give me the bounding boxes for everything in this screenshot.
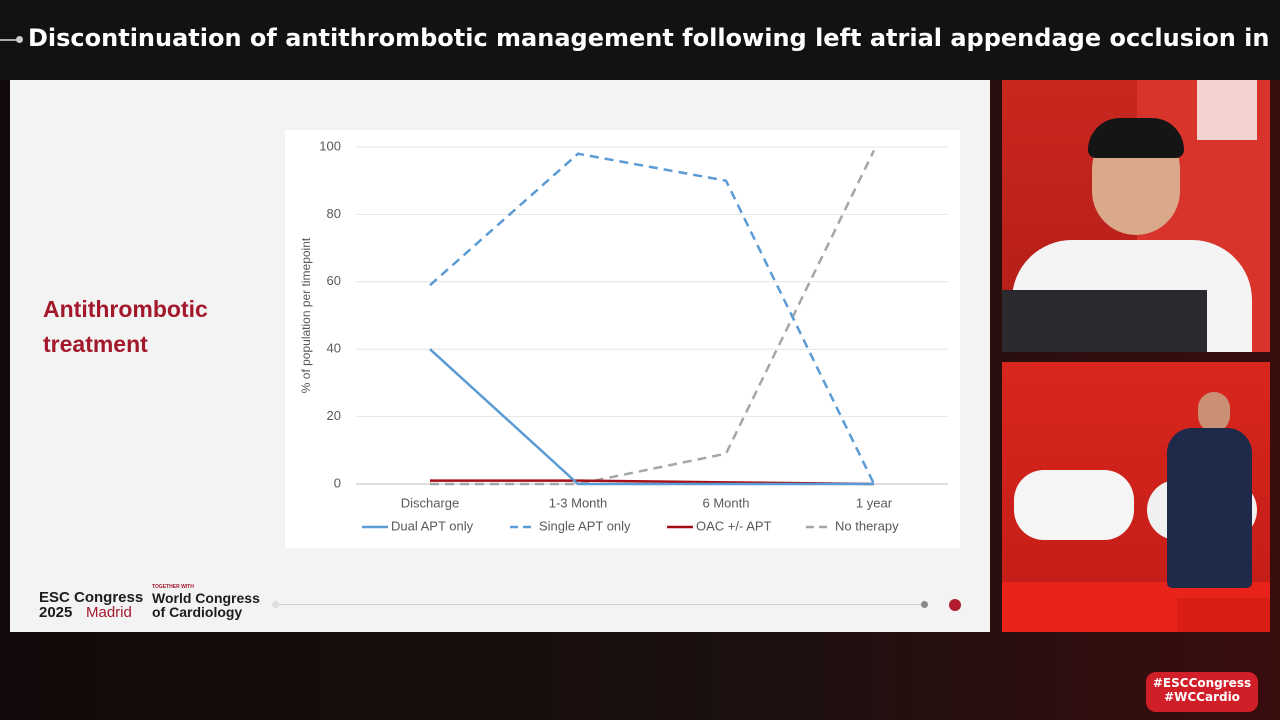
progress-dot [16, 36, 23, 43]
speaker-video [1002, 80, 1270, 352]
chair [1014, 470, 1134, 540]
legend-label: Single APT only [539, 518, 631, 533]
laptop [1002, 290, 1207, 352]
panelist-body [1167, 428, 1252, 588]
y-tick-label: 40 [327, 341, 341, 356]
x-tick-label: 1-3 Month [549, 495, 608, 510]
legend-label: No therapy [835, 518, 899, 533]
brand-partner: World Congress [152, 590, 260, 606]
chart: 0 20 40 60 80 100 % of population per timepoin… [285, 130, 960, 548]
brand-city: Madrid [86, 604, 132, 621]
legend-label: OAC +/- APT [696, 518, 772, 533]
hashtag: #WCCardio [1164, 690, 1240, 704]
panel-video [1002, 362, 1270, 632]
series-line [429, 348, 874, 486]
progress-dot [949, 599, 961, 611]
y-tick-label: 0 [334, 475, 341, 490]
panelist-head [1198, 392, 1230, 432]
legend-label: Dual APT only [391, 518, 474, 533]
x-tick-label: Discharge [401, 495, 460, 510]
title-bar: Discontinuation of antithrombotic manage… [0, 0, 1280, 80]
y-tick-label: 60 [327, 273, 341, 288]
brand-partner: of Cardiology [152, 604, 243, 620]
backdrop-letter [1197, 80, 1257, 140]
series-line [430, 149, 876, 486]
brand-year: 2025 [39, 604, 73, 621]
progress-dot [272, 601, 279, 608]
hashtag-badge: #ESCCongress #WCCardio [1146, 672, 1258, 712]
progress-dot [921, 601, 928, 608]
speaker-hair [1088, 118, 1184, 158]
x-tick-label: 1 year [856, 495, 893, 510]
y-tick-label: 20 [327, 408, 341, 423]
video-title: Discontinuation of antithrombotic manage… [28, 24, 1268, 52]
slide: Antithrombotic treatment 0 20 40 60 80 100 % o… [10, 80, 990, 632]
y-tick-label: 80 [327, 206, 341, 221]
series-line [429, 152, 876, 485]
y-tick-label: 100 [319, 138, 341, 153]
slide-progress [276, 604, 926, 605]
y-axis-label: % of population per timepoint [299, 237, 313, 393]
brand-congress: ESC Congress [39, 589, 144, 606]
hashtag: #ESCCongress [1152, 676, 1252, 690]
brand-together: TOGETHER WITH [152, 584, 194, 590]
chart-background [285, 130, 960, 548]
progress-stub [0, 39, 20, 41]
x-tick-label: 6 Month [703, 495, 750, 510]
slide-heading: Antithrombotic treatment [43, 296, 208, 357]
table [1177, 598, 1270, 632]
